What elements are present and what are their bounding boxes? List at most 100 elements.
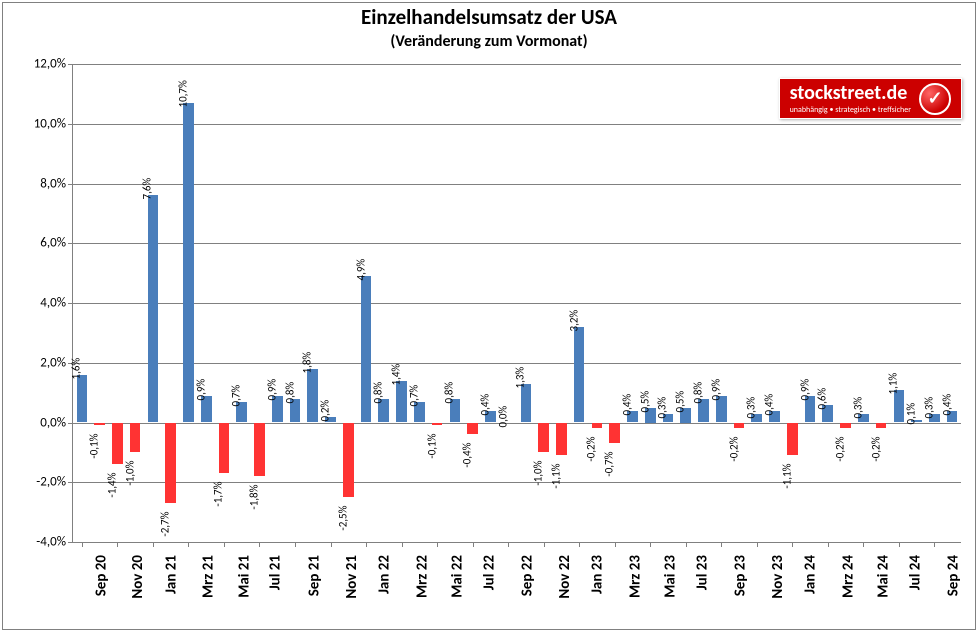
x-tick-label: Nov 23 (769, 555, 787, 599)
y-tick-label: 2,0% (6, 355, 66, 370)
bar-value-label: 1,6% (70, 357, 83, 379)
bar (165, 423, 176, 504)
bar-value-label: 0,5% (638, 390, 651, 412)
bar-value-label: -0,7% (603, 452, 616, 477)
bar-value-label: 0,4% (478, 393, 491, 415)
bar-value-label: 0,4% (940, 393, 953, 415)
bar-value-label: 7,6% (141, 178, 154, 200)
plot-area: 1,6% -0,1% -1,4% -1,0% 7,6% -2,7% 10,7% 0,9% -1,… (72, 64, 961, 542)
x-tick-mark (188, 542, 189, 547)
x-tick-mark (82, 542, 83, 547)
bar-value-label: 0,0% (496, 405, 509, 427)
gridline (73, 243, 961, 244)
x-tick-mark (508, 542, 509, 547)
x-tick-label: Mai 23 (662, 555, 680, 598)
x-tick-label: Mai 22 (448, 555, 466, 598)
x-tick-mark (331, 542, 332, 547)
x-tick-label: Mrz 24 (839, 555, 857, 598)
gridline (73, 482, 961, 483)
bar-value-label: -1,4% (105, 473, 118, 498)
bar-value-label: -0,4% (461, 443, 474, 468)
bar-value-label: 0,3% (922, 396, 935, 418)
bar-value-label: -0,2% (869, 437, 882, 462)
y-tick-label: -2,0% (6, 475, 66, 490)
x-tick-mark (579, 542, 580, 547)
x-tick-mark (828, 542, 829, 547)
bar-value-label: 0,8% (283, 381, 296, 403)
x-tick-mark (934, 542, 935, 547)
bar (396, 381, 407, 423)
x-tick-label: Jan 23 (589, 555, 607, 594)
bar (467, 423, 478, 435)
bar-value-label: -0,1% (88, 434, 101, 459)
bar-value-label: -1,1% (549, 464, 562, 489)
x-tick-mark (437, 542, 438, 547)
bar (254, 423, 265, 477)
y-tick-label: 12,0% (6, 57, 66, 72)
bar-value-label: -0,2% (834, 437, 847, 462)
x-tick-mark (153, 542, 154, 547)
bar-value-label: 0,7% (407, 384, 420, 406)
bar-value-label: -1,0% (123, 461, 136, 486)
x-tick-label: Sep 21 (306, 555, 324, 596)
bar (77, 375, 88, 423)
bar-value-label: 0,3% (745, 396, 758, 418)
x-tick-label: Nov 22 (555, 555, 573, 599)
x-tick-mark (544, 542, 545, 547)
y-tick-label: 6,0% (6, 236, 66, 251)
bar-value-label: -2,7% (159, 512, 172, 537)
bar-value-label: -1,0% (532, 461, 545, 486)
bar-value-label: 0,8% (691, 381, 704, 403)
x-tick-mark (792, 542, 793, 547)
y-tick-label: 10,0% (6, 116, 66, 131)
bar (343, 423, 354, 498)
bar (148, 195, 159, 422)
x-tick-label: Sep 22 (519, 555, 537, 596)
x-tick-label: Jan 24 (802, 555, 820, 594)
x-tick-mark (615, 542, 616, 547)
x-tick-label: Jul 22 (480, 555, 498, 590)
bar-value-label: 1,3% (514, 366, 527, 388)
y-tick-label: 0,0% (6, 415, 66, 430)
x-tick-label: Mrz 22 (413, 555, 431, 598)
bar-value-label: -1,1% (780, 464, 793, 489)
bar-value-label: 0,9% (265, 378, 278, 400)
x-tick-label: Sep 24 (945, 555, 963, 596)
x-tick-label: Mai 24 (875, 555, 893, 598)
bar-value-label: 0,8% (372, 381, 385, 403)
gridline (73, 423, 961, 424)
x-tick-mark (402, 542, 403, 547)
bar (840, 423, 851, 429)
bar-value-label: -0,2% (727, 437, 740, 462)
bar-value-label: -1,7% (212, 482, 225, 507)
x-tick-mark (259, 542, 260, 547)
bar-value-label: 1,4% (390, 363, 403, 385)
bar (787, 423, 798, 456)
y-tick-mark (68, 542, 73, 543)
bar (609, 423, 620, 444)
bar-value-label: 0,9% (194, 378, 207, 400)
bar (307, 369, 318, 423)
bar-value-label: -2,5% (336, 506, 349, 531)
gridline (73, 184, 961, 185)
x-tick-mark (757, 542, 758, 547)
bar (894, 390, 905, 423)
bar-value-label: 0,9% (709, 378, 722, 400)
y-tick-label: 4,0% (6, 296, 66, 311)
chart-subtitle: (Veränderung zum Vormonat) (0, 32, 978, 51)
bar (432, 423, 443, 426)
x-tick-mark (224, 542, 225, 547)
bar (183, 103, 194, 423)
bar (574, 327, 585, 423)
gridline (73, 64, 961, 65)
x-tick-label: Jan 22 (376, 555, 394, 594)
gridline (73, 303, 961, 304)
x-tick-label: Sep 20 (93, 555, 111, 596)
x-tick-mark (473, 542, 474, 547)
bar (538, 423, 549, 453)
bar-value-label: 10,7% (176, 80, 189, 107)
bar-value-label: 0,5% (674, 390, 687, 412)
bar-value-label: -0,1% (425, 434, 438, 459)
bar-value-label: 0,3% (851, 396, 864, 418)
bar-value-label: -1,8% (247, 485, 260, 510)
